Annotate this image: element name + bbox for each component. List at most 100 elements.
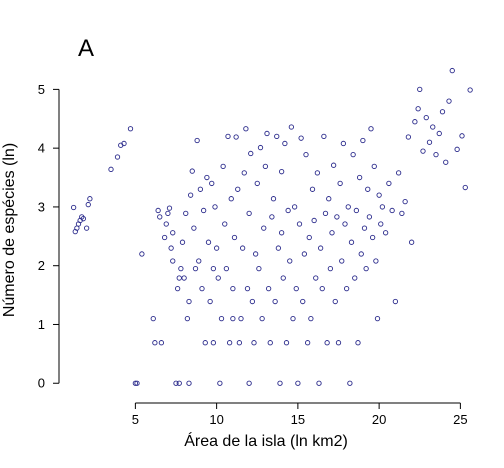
data-point: [205, 239, 212, 245]
data-point: [358, 251, 364, 257]
data-point: [350, 151, 356, 158]
data-point: [296, 221, 303, 227]
data-point: [277, 380, 283, 386]
data-point: [420, 148, 426, 154]
data-point: [392, 298, 399, 305]
y-tick-label: 4: [38, 141, 45, 156]
data-point: [233, 134, 239, 140]
data-point: [285, 207, 291, 214]
data-point: [210, 265, 217, 272]
y-tick-label: 1: [38, 317, 45, 332]
data-point: [174, 285, 181, 292]
data-point: [70, 204, 77, 211]
data-point: [202, 340, 208, 346]
data-point: [238, 315, 244, 322]
x-tick-label: 25: [453, 412, 467, 427]
data-point: [280, 275, 286, 281]
data-point: [454, 146, 460, 152]
data-point: [173, 380, 179, 386]
data-point: [327, 265, 334, 272]
data-point: [353, 207, 360, 214]
data-point: [348, 239, 355, 245]
data-point: [186, 298, 192, 305]
data-point: [340, 140, 347, 147]
data-point: [446, 98, 452, 104]
data-point: [158, 340, 165, 346]
data-point: [282, 140, 288, 147]
data-point: [379, 204, 386, 210]
data-point: [244, 285, 251, 292]
data-point: [168, 245, 174, 251]
y-tick-label: 0: [38, 376, 45, 391]
data-point: [114, 154, 121, 160]
data-point: [342, 221, 348, 227]
data-point: [179, 239, 186, 245]
data-point: [361, 225, 368, 231]
data-point: [176, 380, 182, 386]
data-point: [243, 126, 249, 132]
data-point: [291, 204, 298, 210]
data-point: [389, 207, 395, 214]
data-point: [166, 205, 173, 211]
data-point: [295, 380, 301, 386]
data-point: [462, 184, 468, 191]
data-point: [161, 234, 168, 241]
data-point: [355, 340, 361, 346]
data-point: [186, 380, 192, 386]
data-point: [226, 340, 233, 346]
data-point: [241, 170, 247, 176]
data-point: [212, 204, 218, 210]
data-point: [249, 298, 256, 305]
data-point: [345, 204, 351, 210]
data-point: [163, 221, 169, 227]
data-point: [335, 340, 342, 346]
data-point: [374, 315, 381, 322]
data-point: [309, 186, 316, 192]
data-point: [405, 134, 412, 140]
data-point: [207, 298, 213, 305]
data-point: [170, 258, 176, 264]
data-point: [121, 140, 127, 147]
data-point: [239, 245, 246, 251]
data-point: [332, 298, 338, 305]
data-point: [337, 180, 343, 187]
data-point: [231, 234, 238, 241]
data-point: [287, 258, 293, 264]
data-point: [378, 221, 384, 227]
data-point: [365, 186, 371, 192]
data-point: [339, 258, 345, 264]
data-point: [278, 169, 285, 175]
data-point: [196, 258, 202, 264]
data-point: [430, 124, 436, 130]
data-point: [218, 315, 225, 322]
x-tick-label: 15: [291, 412, 305, 427]
data-point: [246, 210, 252, 217]
data-point: [199, 285, 205, 292]
data-point: [382, 230, 389, 236]
data-point: [83, 225, 90, 231]
data-point: [183, 210, 189, 217]
data-point: [326, 196, 332, 202]
x-tick-label: 5: [132, 412, 139, 427]
data-point: [321, 133, 327, 140]
data-point: [230, 285, 236, 292]
data-point: [194, 137, 200, 144]
data-point: [215, 275, 221, 281]
data-point: [257, 144, 264, 151]
data-point: [324, 340, 330, 346]
data-point: [184, 315, 191, 322]
data-point: [213, 245, 220, 251]
data-point: [319, 285, 325, 292]
data-point: [304, 340, 311, 346]
data-point: [265, 285, 272, 292]
data-point: [330, 162, 337, 168]
axes: 5 10 15 20 25 0 1 2 3 4 5: [38, 82, 468, 427]
data-point: [251, 340, 257, 346]
data-point: [261, 225, 267, 231]
data-point: [155, 207, 161, 214]
data-point: [256, 265, 262, 272]
data-point: [248, 150, 254, 157]
data-point: [283, 340, 290, 346]
data-point: [259, 315, 265, 322]
data-point: [298, 135, 304, 141]
